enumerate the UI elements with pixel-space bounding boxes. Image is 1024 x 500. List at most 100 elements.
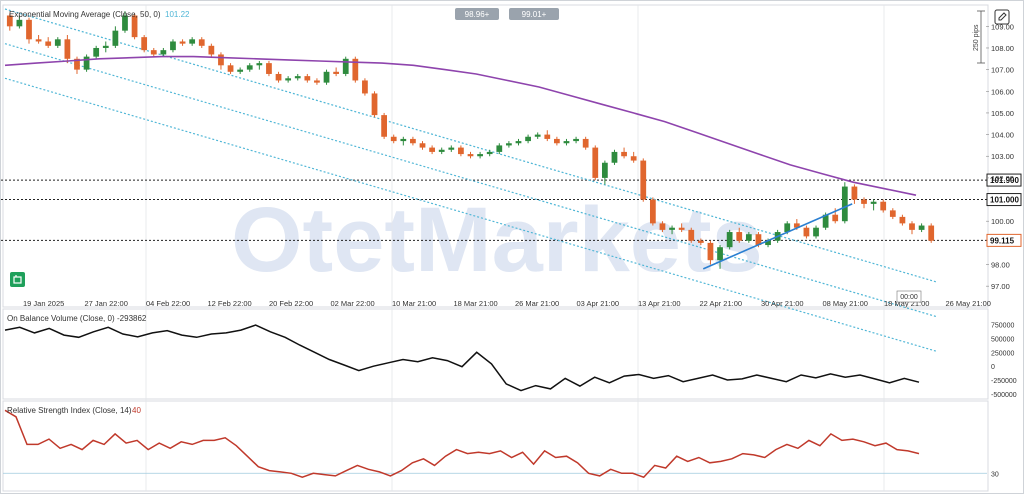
- candle-body: [822, 214, 829, 228]
- rsi-line: 30: [3, 409, 999, 478]
- candle-body: [649, 199, 656, 224]
- obv-y-tick: 750000: [991, 323, 1014, 330]
- x-tick-label: 30 Apr 21:00: [761, 299, 804, 308]
- candle-body: [45, 41, 52, 46]
- rsi-title: Relative Strength Index (Close, 14): [7, 406, 132, 415]
- x-tick-label: 18 May 21:00: [884, 299, 929, 308]
- candle-body: [707, 242, 714, 261]
- bid-badge: [455, 8, 499, 20]
- candle-body: [54, 39, 61, 46]
- candle-body: [275, 73, 282, 81]
- rsi-y-tick: 30: [991, 471, 999, 478]
- candle-body: [880, 201, 887, 211]
- candle-body: [198, 39, 205, 46]
- y-tick-label: 103.00: [991, 152, 1014, 161]
- candle-body: [861, 199, 867, 204]
- price-label: 101.900: [990, 176, 1019, 185]
- cursor-time-box: [896, 290, 922, 303]
- obv-y-tick: -250000: [991, 378, 1017, 385]
- price-axis: 109.00 108.00 107.00 106.00 105.00 104.00 103.…: [986, 22, 1014, 291]
- candle-body: [323, 71, 330, 83]
- candle-body: [458, 147, 464, 155]
- price-label-box: [986, 193, 1022, 207]
- candle-body: [102, 45, 109, 48]
- candle-body: [659, 223, 666, 230]
- candle-body: [160, 50, 167, 55]
- candle-body: [889, 210, 896, 217]
- ask-badge-text: 99.01+: [522, 10, 547, 19]
- channel-line: [4, 43, 937, 318]
- channel-line: [4, 77, 937, 352]
- candle-body: [745, 234, 752, 241]
- candle-body: [342, 58, 349, 74]
- candle-body: [765, 240, 771, 246]
- candle-body: [448, 147, 455, 150]
- x-tick-label: 03 Apr 21:00: [577, 299, 620, 308]
- channel-line: [4, 8, 937, 283]
- candle-body: [669, 227, 675, 230]
- candle-body: [208, 45, 215, 55]
- time-axis: 19 Jan 2025 27 Jan 22:00 04 Feb 22:00 12 Fe…: [23, 299, 991, 308]
- candle-body: [362, 80, 368, 94]
- candle-body: [16, 19, 23, 27]
- candle-body: [841, 186, 848, 222]
- candle-body: [237, 69, 244, 72]
- candle-body: [899, 216, 906, 224]
- candle-body: [506, 143, 512, 146]
- candle-body: [26, 19, 32, 40]
- candle-body: [6, 15, 13, 27]
- price-label-box: [986, 173, 1022, 187]
- candle-body: [294, 76, 301, 79]
- rsi-value: 40: [132, 406, 141, 415]
- candle-body: [688, 229, 695, 241]
- obv-value: -293862: [117, 314, 147, 323]
- obv-y-tick: 0: [991, 364, 995, 371]
- ask-badge: [509, 8, 559, 20]
- candle-body: [793, 223, 800, 228]
- candle-body: [726, 232, 733, 248]
- candle-body: [64, 39, 71, 59]
- candle-body: [697, 240, 704, 243]
- trend-channel: [4, 8, 937, 352]
- candle-body: [400, 138, 407, 142]
- x-tick-label: 04 Feb 22:00: [146, 299, 190, 308]
- edit-icon[interactable]: [994, 9, 1010, 25]
- candle-body: [534, 134, 541, 137]
- candle-body: [496, 145, 503, 152]
- candlesticks: [6, 11, 935, 269]
- candle-body: [390, 136, 397, 142]
- pips-label: 250 pips: [973, 24, 980, 51]
- candle-body: [477, 154, 483, 157]
- y-tick-label: 105.00: [991, 109, 1014, 118]
- cursor-time-label: 00:00: [900, 294, 918, 301]
- price-level-lines: 101.900 101.000 99.115: [1, 173, 1022, 247]
- y-tick-label: 106.00: [991, 87, 1014, 96]
- x-tick-label: 18 Mar 21:00: [454, 299, 498, 308]
- candle-body: [563, 141, 570, 144]
- x-tick-label: 19 Jan 2025: [23, 299, 64, 308]
- candle-body: [486, 151, 493, 155]
- trade-icon[interactable]: [10, 272, 25, 287]
- candle-body: [544, 134, 551, 139]
- candle-body: [621, 151, 627, 157]
- obv-y-tick: 500000: [991, 336, 1014, 343]
- candle-body: [285, 78, 292, 81]
- x-tick-label: 12 Feb 22:00: [208, 299, 252, 308]
- candle-body: [112, 30, 119, 46]
- candle-body: [678, 227, 685, 230]
- candle-body: [93, 47, 100, 57]
- ema-line: [4, 55, 917, 196]
- obv-y-tick: 250000: [991, 350, 1014, 357]
- candle-body: [918, 225, 925, 230]
- x-tick-label: 02 Mar 22:00: [331, 299, 375, 308]
- candle-body: [438, 149, 445, 152]
- obv-series: [4, 324, 920, 392]
- y-tick-label: 107.00: [991, 66, 1014, 75]
- candle-body: [122, 15, 128, 31]
- candle-body: [640, 160, 647, 200]
- candle-body: [755, 234, 762, 246]
- candle-body: [813, 227, 819, 237]
- candle-body: [304, 76, 311, 81]
- candle-body: [573, 138, 579, 142]
